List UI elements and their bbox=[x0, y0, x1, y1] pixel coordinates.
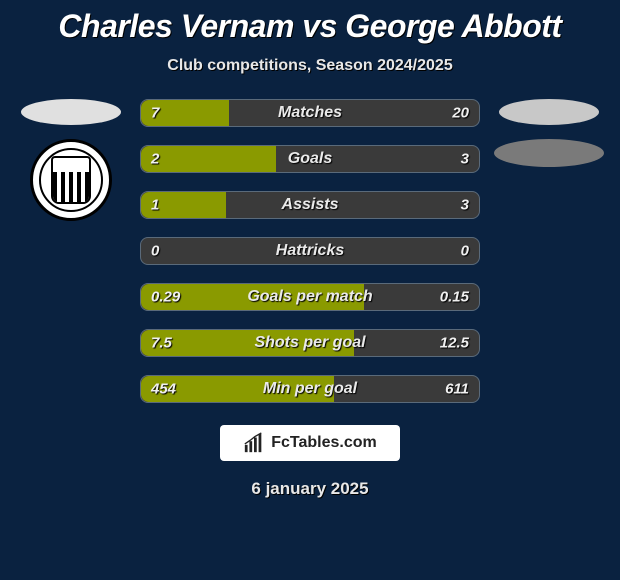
stat-value-left: 2 bbox=[151, 151, 159, 168]
stat-value-left: 7.5 bbox=[151, 335, 172, 352]
stat-row: 0.29 Goals per match 0.15 bbox=[140, 283, 480, 311]
stat-value-right: 0 bbox=[461, 243, 469, 260]
chart-icon bbox=[243, 432, 265, 454]
stat-row: 7 Matches 20 bbox=[140, 99, 480, 127]
stat-value-left: 0.29 bbox=[151, 289, 180, 306]
stat-label: Goals bbox=[288, 150, 332, 168]
stat-value-left: 454 bbox=[151, 381, 176, 398]
stat-value-left: 7 bbox=[151, 105, 159, 122]
stat-value-right: 3 bbox=[461, 151, 469, 168]
stat-row: 1 Assists 3 bbox=[140, 191, 480, 219]
stat-value-right: 611 bbox=[445, 381, 469, 398]
stat-value-left: 0 bbox=[151, 243, 159, 260]
stat-label: Goals per match bbox=[247, 288, 372, 306]
brand-text: FcTables.com bbox=[271, 434, 377, 452]
right-player-col bbox=[494, 99, 604, 167]
stat-value-right: 3 bbox=[461, 197, 469, 214]
brand-logo: FcTables.com bbox=[220, 425, 400, 461]
subtitle: Club competitions, Season 2024/2025 bbox=[167, 57, 452, 75]
stat-value-right: 0.15 bbox=[440, 289, 469, 306]
page-title: Charles Vernam vs George Abbott bbox=[58, 8, 561, 45]
stat-value-right: 20 bbox=[452, 105, 469, 122]
left-player-col bbox=[16, 99, 126, 221]
stat-row: 0 Hattricks 0 bbox=[140, 237, 480, 265]
stat-label: Assists bbox=[282, 196, 339, 214]
stat-label: Shots per goal bbox=[254, 334, 365, 352]
main-area: 7 Matches 20 2 Goals 3 1 Assists 3 0 Hattricks 0 0.2… bbox=[0, 99, 620, 403]
date-label: 6 january 2025 bbox=[251, 479, 368, 499]
stat-row: 454 Min per goal 611 bbox=[140, 375, 480, 403]
stat-label: Min per goal bbox=[263, 380, 357, 398]
stats-bars: 7 Matches 20 2 Goals 3 1 Assists 3 0 Hattricks 0 0.2… bbox=[140, 99, 480, 403]
stat-bar-fill bbox=[141, 146, 276, 172]
comparison-card: Charles Vernam vs George Abbott Club com… bbox=[0, 0, 620, 580]
club-badge-left bbox=[30, 139, 112, 221]
stat-row: 7.5 Shots per goal 12.5 bbox=[140, 329, 480, 357]
player-photo-placeholder-right-1 bbox=[499, 99, 599, 125]
club-badge-inner bbox=[39, 148, 103, 212]
club-shield-icon bbox=[51, 156, 91, 204]
player-photo-placeholder-left bbox=[21, 99, 121, 125]
stat-value-right: 12.5 bbox=[440, 335, 469, 352]
stat-row: 2 Goals 3 bbox=[140, 145, 480, 173]
stat-label: Hattricks bbox=[276, 242, 344, 260]
stat-value-left: 1 bbox=[151, 197, 159, 214]
player-photo-placeholder-right-2 bbox=[494, 139, 604, 167]
stat-label: Matches bbox=[278, 104, 342, 122]
